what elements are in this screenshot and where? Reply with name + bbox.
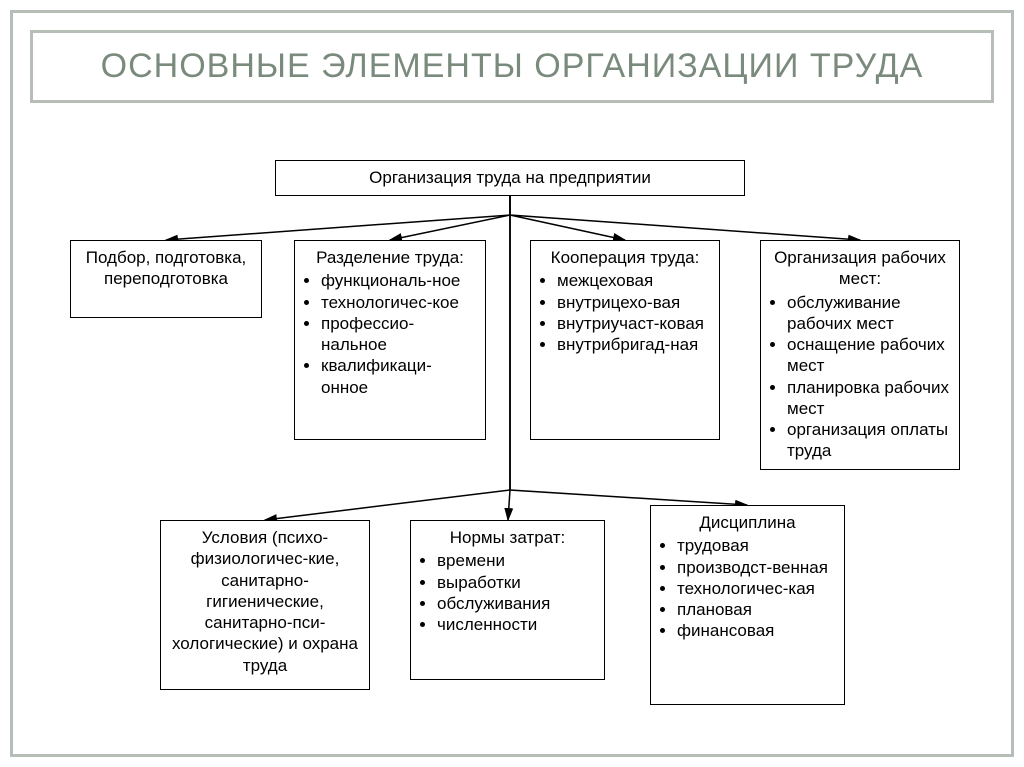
node-heading: Дисциплина xyxy=(659,512,836,533)
slide-title: ОСНОВНЫЕ ЭЛЕМЕНТЫ ОРГАНИЗАЦИИ ТРУДА xyxy=(45,47,979,86)
node-item-list: функциональ-ноетехнологичес-коепрофессио… xyxy=(303,270,477,398)
node-item: финансовая xyxy=(677,620,836,641)
node-item: численности xyxy=(437,614,596,635)
node-item: обслуживания xyxy=(437,593,596,614)
node-heading: Разделение труда: xyxy=(303,247,477,268)
node-heading: Кооперация труда: xyxy=(539,247,711,268)
node-normy: Нормы затрат:временивыработкиобслуживани… xyxy=(410,520,605,680)
node-item-list: трудоваяпроизводст-веннаятехнологичес-ка… xyxy=(659,535,836,641)
node-item: оснащение рабочих мест xyxy=(787,334,951,377)
node-heading: Организация рабочих мест: xyxy=(769,247,951,290)
node-orgmest: Организация рабочих мест:обслуживание ра… xyxy=(760,240,960,470)
node-item: технологичес-кое xyxy=(321,292,477,313)
node-item-list: межцеховаявнутрицехо-ваявнутриучаст-кова… xyxy=(539,270,711,355)
node-item: функциональ-ное xyxy=(321,270,477,291)
arrow xyxy=(390,196,510,240)
node-item: организация оплаты труда xyxy=(787,419,951,462)
arrow xyxy=(510,196,860,240)
node-razdelenie: Разделение труда:функциональ-ноетехнолог… xyxy=(294,240,486,440)
arrow xyxy=(510,196,625,240)
arrow xyxy=(166,196,510,240)
node-item: производст-венная xyxy=(677,557,836,578)
node-item: времени xyxy=(437,550,596,571)
node-item: межцеховая xyxy=(557,270,711,291)
node-item: трудовая xyxy=(677,535,836,556)
node-label: Организация труда на предприятии xyxy=(284,167,736,188)
org-diagram: Организация труда на предприятии Подбор, … xyxy=(30,160,994,747)
node-heading: Подбор, подготовка, переподготовка xyxy=(79,247,253,290)
node-item: квалификаци-онное xyxy=(321,355,477,398)
node-item: планировка рабочих мест xyxy=(787,377,951,420)
node-item-list: временивыработкиобслуживаниячисленности xyxy=(419,550,596,635)
node-item: внутрибригад-ная xyxy=(557,334,711,355)
node-item: выработки xyxy=(437,572,596,593)
node-body: Условия (психо-физиологичес-кие, санитар… xyxy=(169,527,361,676)
node-podbor: Подбор, подготовка, переподготовка xyxy=(70,240,262,318)
node-root: Организация труда на предприятии xyxy=(275,160,745,196)
node-item: профессио-нальное xyxy=(321,313,477,356)
node-item: обслуживание рабочих мест xyxy=(787,292,951,335)
node-uslovia: Условия (психо-физиологичес-кие, санитар… xyxy=(160,520,370,690)
node-item: технологичес-кая xyxy=(677,578,836,599)
title-frame: ОСНОВНЫЕ ЭЛЕМЕНТЫ ОРГАНИЗАЦИИ ТРУДА xyxy=(30,30,994,103)
node-disciplina: Дисциплинатрудоваяпроизводст-веннаятехно… xyxy=(650,505,845,705)
node-item: внутриучаст-ковая xyxy=(557,313,711,334)
arrow xyxy=(508,215,510,520)
node-item-list: обслуживание рабочих местоснащение рабоч… xyxy=(769,292,951,462)
node-item: внутрицехо-вая xyxy=(557,292,711,313)
node-item: плановая xyxy=(677,599,836,620)
node-kooperacia: Кооперация труда:межцеховаявнутрицехо-ва… xyxy=(530,240,720,440)
node-heading: Нормы затрат: xyxy=(419,527,596,548)
